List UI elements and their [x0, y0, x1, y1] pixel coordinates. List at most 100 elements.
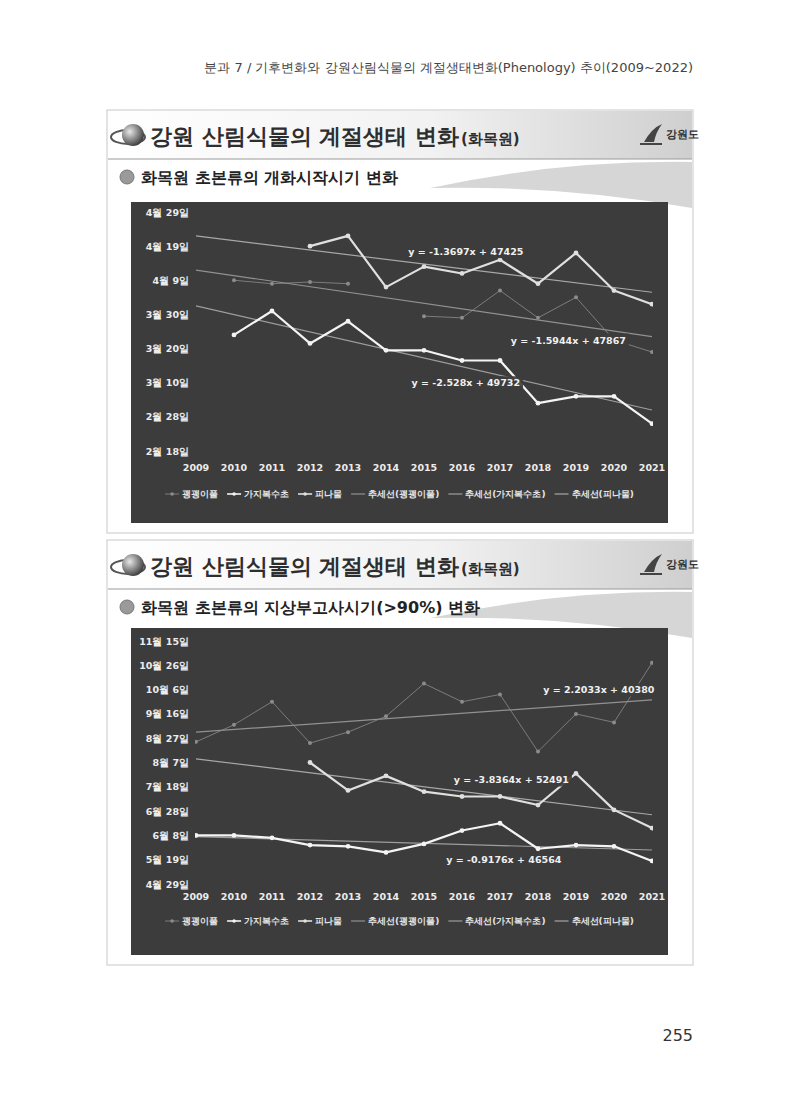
chart-title: 화목원 초본류의 지상부고사시기(>90%) 변화: [141, 598, 480, 617]
series-point: [612, 720, 616, 724]
series-point: [536, 281, 541, 286]
series-point: [460, 700, 464, 704]
series-point: [422, 348, 427, 353]
legend-label: 추세선(피나물): [572, 916, 634, 926]
legend-label: 가지복수초: [244, 489, 289, 499]
series-line: [234, 311, 652, 424]
legend-item: 추세선(피나물): [555, 489, 634, 499]
annotation-patch: [443, 853, 565, 866]
legend-swatch: [351, 920, 365, 921]
running-header: 분과 7 / 기후변화와 강원산림식물의 계절생태변화(Phenology) 추…: [204, 60, 693, 75]
series-line: [196, 823, 652, 861]
x-tick-label: 2018: [525, 462, 552, 473]
series-point: [422, 314, 426, 318]
legend-swatch: [351, 493, 365, 494]
slide-frame: [107, 110, 693, 533]
annotation: y = -2.528x + 49732: [409, 376, 524, 389]
x-tick-label: 2021: [639, 891, 665, 902]
series-point: [612, 288, 617, 293]
trend-line: [196, 759, 652, 815]
bullet: [120, 600, 134, 614]
swoosh: [430, 162, 692, 208]
annotation: y = -1.5944x + 47867: [508, 334, 629, 347]
legend-label: 피나물: [315, 916, 342, 926]
series-point: [422, 682, 426, 686]
series-point: [384, 285, 389, 290]
plot-marks: [195, 661, 653, 863]
legend-swatch: [298, 920, 312, 922]
series-point: [650, 859, 653, 864]
y-tick-label: 3월 10일: [146, 377, 189, 388]
logo-mark: [644, 124, 662, 142]
logo-text: 강원도: [666, 558, 699, 571]
legend-item: 괭괭이풀: [165, 916, 218, 926]
series-point: [574, 712, 578, 716]
x-tick-label: 2014: [373, 462, 400, 473]
y-tick-label: 2월 18일: [146, 446, 189, 457]
series-point: [346, 282, 350, 286]
bullet: [120, 170, 134, 184]
slide-title: 강원 산림식물의 계절생태 변화: [150, 554, 459, 579]
title-band: [108, 541, 692, 589]
series-point: [270, 282, 274, 286]
series-point: [498, 794, 503, 799]
slide: 강원 산림식물의 계절생태 변화(화목원) 강원도화목원 초본류의 지상부고사시기…: [107, 540, 699, 965]
logo-text: 강원도: [666, 128, 699, 141]
x-tick-label: 2012: [297, 891, 323, 902]
annotation: y = 2.2033x + 40380: [540, 683, 658, 696]
y-tick-label: 10월 6일: [146, 684, 189, 695]
series-point: [422, 842, 427, 847]
x-tick-label: 2013: [335, 891, 361, 902]
series-point: [232, 833, 237, 838]
series-point: [308, 741, 312, 745]
slide-title-suffix: (화목원): [461, 130, 520, 148]
slide-title: 강원 산림식물의 계절생태 변화: [150, 124, 459, 149]
logo-mark: [640, 143, 662, 145]
page-number: 255: [662, 1026, 693, 1045]
chart-title: 화목원 초본류의 개화시작시기 변화: [141, 168, 398, 187]
legend-swatch: [170, 492, 174, 496]
x-tick-label: 2020: [601, 891, 628, 902]
series-point: [650, 661, 653, 665]
series-line: [310, 236, 652, 304]
x-tick-label: 2009: [183, 462, 209, 473]
y-tick-label: 3월 30일: [146, 309, 189, 320]
series-point: [498, 257, 503, 262]
trend-line: [196, 306, 652, 410]
series-point: [308, 843, 313, 848]
x-tick-label: 2009: [183, 891, 209, 902]
x-tick-label: 2020: [601, 462, 628, 473]
legend-label: 괭괭이풀: [182, 489, 218, 499]
annotation: y = -3.8364x + 52491: [451, 773, 572, 786]
y-tick-label: 8월 27일: [146, 733, 189, 744]
slide-title-suffix: (화목원): [461, 560, 520, 578]
annotation-patch: [405, 245, 526, 258]
trend-line: [196, 270, 652, 337]
y-tick-label: 4월 29일: [146, 879, 189, 890]
y-tick-label: 5월 19일: [146, 854, 189, 865]
legend-swatch: [555, 493, 569, 494]
trend-equation: y = -1.3697x + 47425: [408, 246, 523, 257]
series-point: [195, 833, 198, 838]
legend-item: 피나물: [298, 916, 342, 926]
legend-label: 추세선(가지복수초): [465, 916, 545, 926]
legend-label: 괭괭이풀: [182, 916, 218, 926]
annotation: y = -0.9176x + 46564: [443, 853, 565, 866]
x-tick-label: 2018: [525, 891, 552, 902]
x-tick-label: 2010: [221, 891, 248, 902]
legend-item: 추세선(괭괭이풀): [351, 489, 439, 499]
legend-item: 추세선(피나물): [555, 916, 634, 926]
legend-item: 가지복수초: [227, 489, 289, 499]
slide-frame: [107, 540, 693, 965]
annotation-patch: [409, 376, 524, 389]
series-point: [346, 844, 351, 849]
x-tick-label: 2019: [563, 462, 589, 473]
trend-equation: y = -2.528x + 49732: [412, 377, 521, 388]
plot-panel: [131, 628, 668, 955]
legend-label: 가지복수초: [244, 916, 289, 926]
legend-label: 추세선(괭괭이풀): [368, 489, 439, 499]
legend-swatch: [303, 492, 307, 496]
series-point: [574, 771, 579, 776]
legend-swatch: [232, 492, 236, 496]
annotation-patch: [540, 683, 658, 696]
